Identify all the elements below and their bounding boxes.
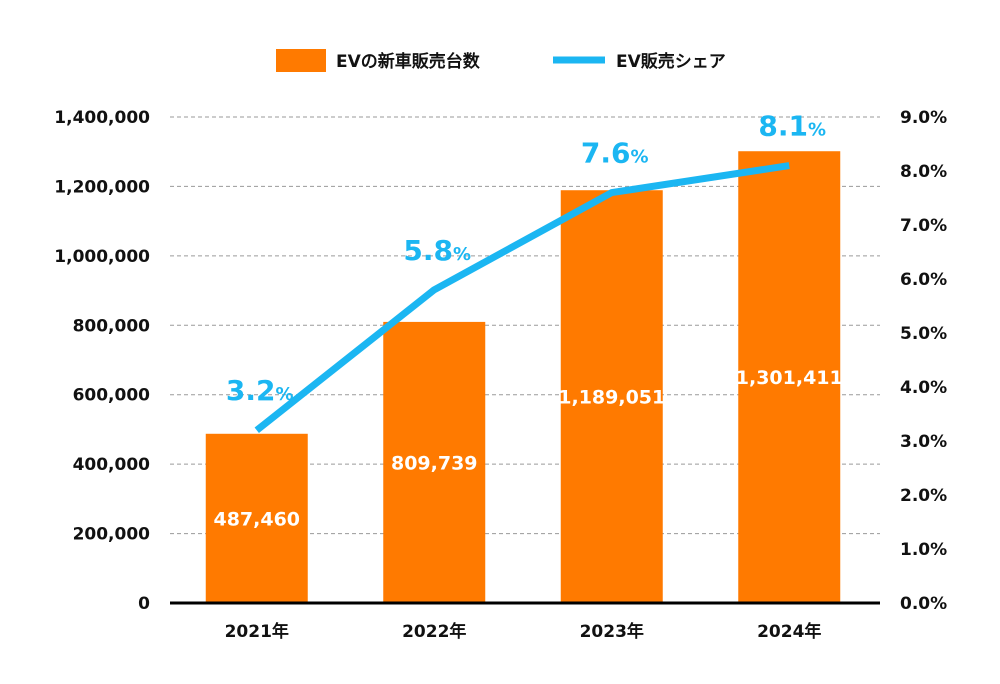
bar [205, 433, 308, 603]
right-axis-tick: 0.0% [900, 594, 947, 614]
right-axis-tick: 9.0% [900, 108, 947, 128]
bar [383, 321, 486, 603]
left-axis-tick: 1,000,000 [54, 247, 150, 267]
right-axis-tick: 7.0% [900, 216, 947, 236]
share-line [254, 162, 790, 433]
right-axis-tick: 8.0% [900, 162, 947, 182]
legend-swatch-bar [276, 49, 326, 72]
left-axis-tick: 200,000 [73, 525, 151, 545]
left-axis-tick: 1,400,000 [54, 108, 150, 128]
left-axis-tick: 600,000 [73, 386, 151, 406]
right-axis-tick: 4.0% [900, 378, 947, 398]
left-axis-tick: 800,000 [73, 316, 151, 336]
left-axis-tick: 0 [138, 594, 150, 614]
bar-data-label: 809,739 [391, 452, 478, 474]
share-data-label: 5.8% [403, 234, 471, 267]
x-axis-tick: 2022年 [402, 621, 466, 642]
right-axis-tick: 6.0% [900, 270, 947, 290]
bar-data-label: 487,460 [213, 508, 300, 530]
bar-data-label: 1,189,051 [558, 387, 665, 409]
left-axis-tick: 400,000 [73, 455, 151, 475]
bar-data-label: 1,301,411 [736, 367, 843, 389]
right-axis-tick: 3.0% [900, 432, 947, 452]
bar [738, 151, 841, 603]
share-data-label: 7.6% [581, 137, 649, 170]
legend-label-line: EV販売シェア [616, 51, 726, 72]
legend-label-bar: EVの新車販売台数 [336, 51, 481, 72]
left-axis-tick: 1,200,000 [54, 177, 150, 197]
bar [560, 190, 663, 603]
right-axis-tick: 1.0% [900, 540, 947, 560]
x-axis-tick: 2023年 [580, 621, 644, 642]
x-axis-tick: 2021年 [225, 621, 289, 642]
share-data-label: 8.1% [758, 110, 826, 143]
legend: EVの新車販売台数 EV販売シェア [276, 49, 726, 72]
x-axis-tick: 2024年 [757, 621, 821, 642]
right-axis-tick: 2.0% [900, 486, 947, 506]
right-axis-tick: 5.0% [900, 324, 947, 344]
share-data-label: 3.2% [226, 374, 294, 407]
